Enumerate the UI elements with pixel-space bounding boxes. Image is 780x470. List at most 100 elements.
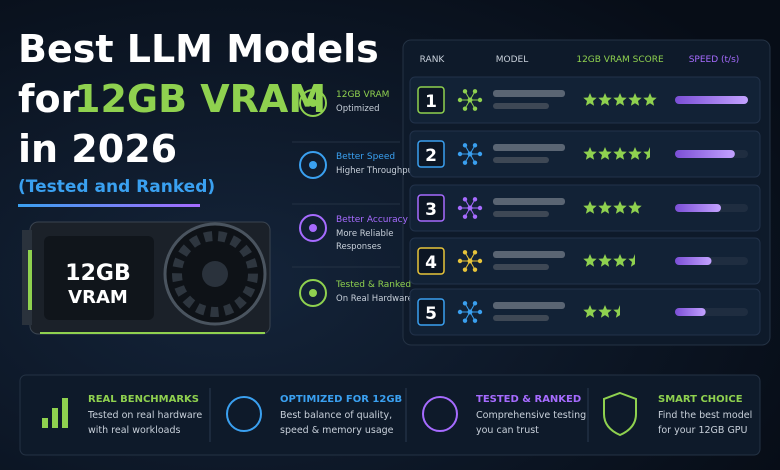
benefit-icon <box>226 396 262 432</box>
icon-node <box>467 97 473 103</box>
rank-number: 1 <box>425 92 437 112</box>
model-name-blur <box>493 90 565 97</box>
star <box>628 201 642 214</box>
icon-node <box>462 89 468 94</box>
table-row <box>409 130 761 178</box>
icon-node <box>462 318 468 323</box>
benefit-desc: for your 12GB GPU <box>658 425 748 436</box>
model-icon <box>457 301 483 323</box>
table-row <box>409 76 761 124</box>
star <box>583 254 597 267</box>
icon-node <box>472 250 478 255</box>
star <box>628 147 642 160</box>
star <box>613 305 620 318</box>
icon-node <box>462 143 468 148</box>
speed-bar <box>675 150 735 158</box>
star <box>583 201 597 214</box>
table-header: MODEL <box>496 55 528 65</box>
title-line: in 2026 <box>18 127 177 171</box>
icon-node <box>462 267 468 272</box>
benefit-desc: Find the best model <box>658 410 752 421</box>
feature-title: Better Accuracy <box>336 215 409 225</box>
icon-node <box>457 151 463 157</box>
icon-node <box>462 250 468 255</box>
icon-node <box>472 143 478 148</box>
model-name-blur <box>493 302 565 309</box>
icon-node <box>457 309 463 315</box>
feature-icon-dot <box>309 224 317 232</box>
table-header: RANK <box>420 55 446 65</box>
icon-node <box>477 205 483 211</box>
benefit-icon <box>52 408 58 428</box>
feature-desc: More Reliable <box>336 229 393 239</box>
benefit-desc: Comprehensive testing <box>476 410 586 421</box>
model-name-blur <box>493 315 549 321</box>
icon-node <box>472 160 478 165</box>
title-line: Best LLM Models <box>18 27 379 71</box>
benefit-desc: you can trust <box>476 425 539 436</box>
star <box>643 147 650 160</box>
score-stars <box>583 93 657 106</box>
icon-node <box>477 151 483 157</box>
star <box>598 93 612 106</box>
benefit-title: SMART CHOICE <box>658 394 743 405</box>
icon-node <box>472 214 478 219</box>
icon-node <box>457 258 463 264</box>
model-icon <box>457 197 483 219</box>
icon-node <box>457 97 463 103</box>
model-name-blur <box>493 144 565 151</box>
feature-icon <box>299 214 327 242</box>
benefits-band <box>19 374 761 456</box>
model-icon <box>457 250 483 272</box>
feature-desc: Optimized <box>336 104 380 114</box>
benefit-desc: speed & memory usage <box>280 425 394 436</box>
feature-title: 12GB VRAM <box>336 90 389 100</box>
icon-node <box>467 151 473 157</box>
benefit-desc: Best balance of quality, <box>280 410 392 421</box>
icon-node <box>462 160 468 165</box>
rank-box <box>417 194 445 222</box>
feature-icon-dot <box>309 161 317 169</box>
icon-node <box>462 197 468 202</box>
icon-node <box>462 106 468 111</box>
feature-icon-dot <box>309 99 317 107</box>
rank-number: 2 <box>425 146 437 166</box>
rank-box <box>417 247 445 275</box>
icon-node <box>462 301 468 306</box>
icon-node <box>477 258 483 264</box>
feature-icon-dot <box>309 289 317 297</box>
table-row <box>409 237 761 285</box>
icon-node <box>477 97 483 103</box>
speed-bar <box>675 308 706 316</box>
star <box>613 254 627 267</box>
star <box>628 93 642 106</box>
benefit-title: OPTIMIZED FOR 12GB <box>280 394 402 405</box>
subtitle: (Tested and Ranked) <box>18 177 215 197</box>
benefit-desc: Tested on real hardware <box>87 410 202 421</box>
feature-desc: On Real Hardware <box>336 294 413 304</box>
benefit-title: TESTED & RANKED <box>476 394 581 405</box>
title-highlight: 12GB VRAM <box>74 77 326 121</box>
model-name-blur <box>493 264 549 270</box>
icon-node <box>472 89 478 94</box>
benefit-icon <box>42 418 48 428</box>
star <box>613 147 627 160</box>
speed-bar <box>675 204 721 212</box>
table-row <box>409 288 761 336</box>
score-stars <box>583 147 650 160</box>
benefit-icon <box>62 398 68 428</box>
star <box>613 201 627 214</box>
star <box>643 93 657 106</box>
benefit-desc: with real workloads <box>88 425 180 436</box>
table-row <box>409 184 761 232</box>
feature-icon <box>299 279 327 307</box>
feature-desc: Responses <box>336 242 382 252</box>
model-name-blur <box>493 211 549 217</box>
feature-title: Tested & Ranked <box>335 280 411 290</box>
feature-icon <box>299 89 327 117</box>
benefit-icon <box>603 391 637 437</box>
speed-bar <box>675 257 712 265</box>
icon-node <box>477 309 483 315</box>
model-name-blur <box>493 198 565 205</box>
